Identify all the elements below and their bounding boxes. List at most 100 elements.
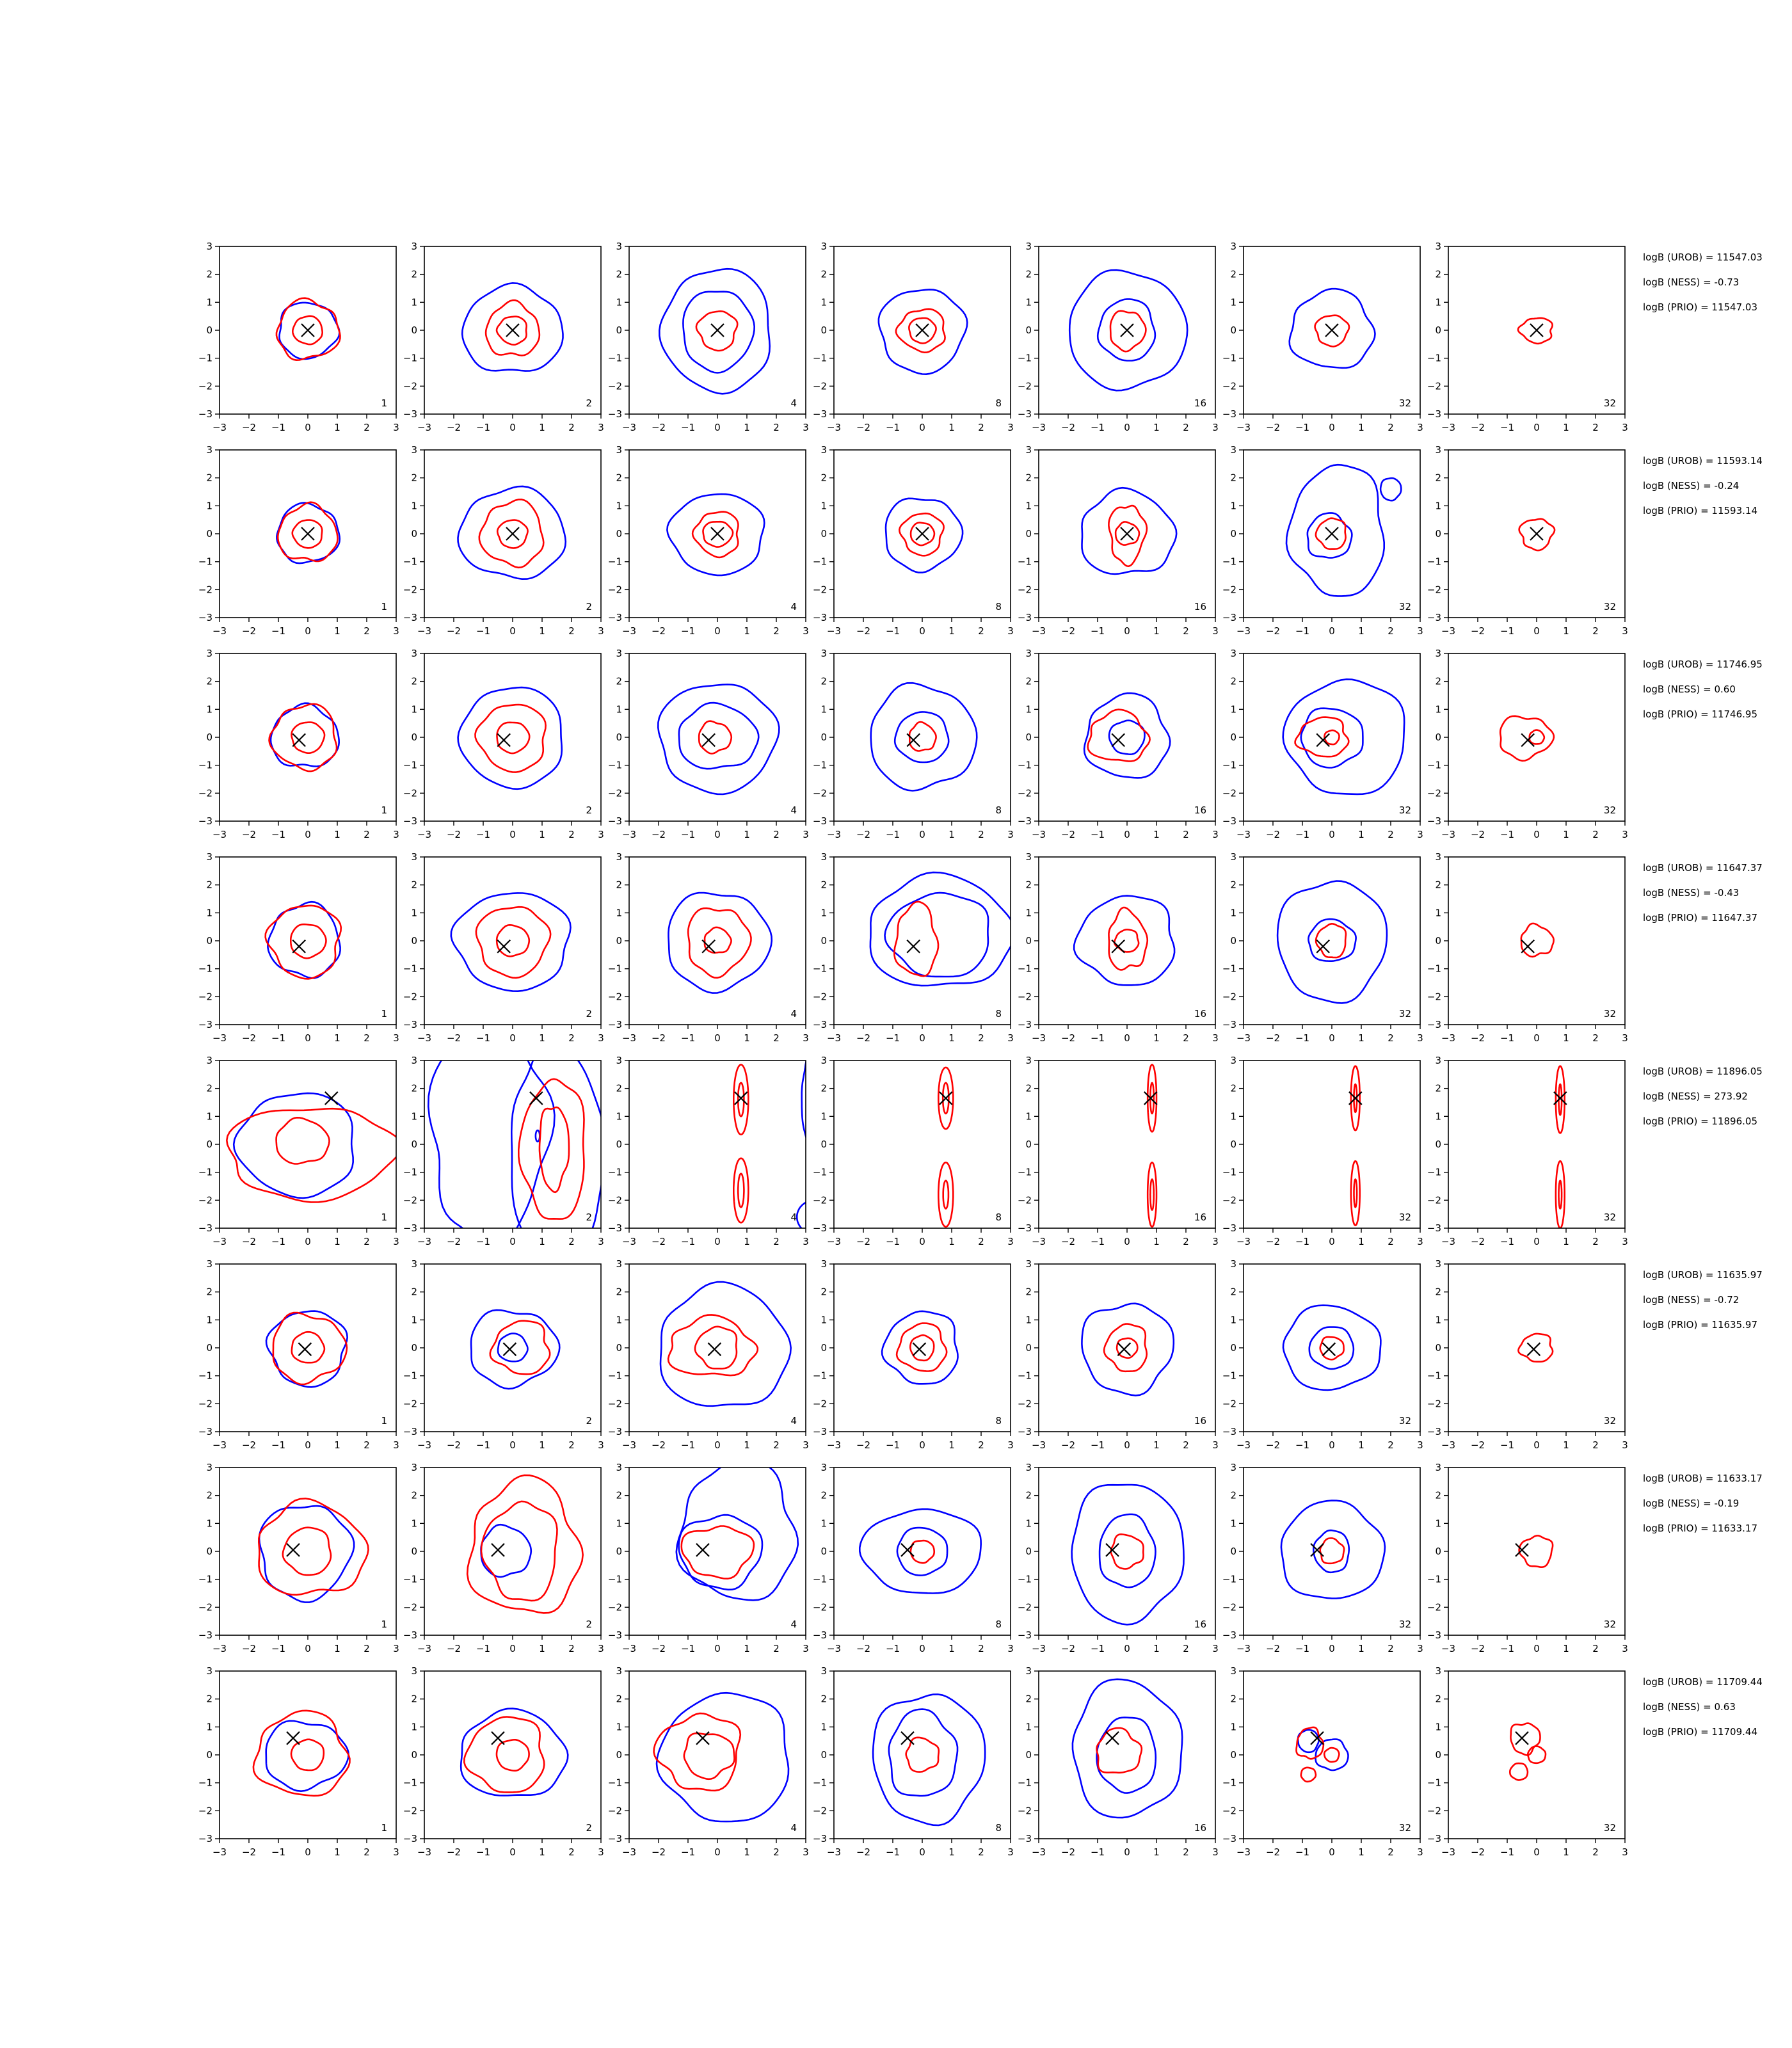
y-tick-label: 2 <box>616 1286 622 1298</box>
contour-red <box>268 703 338 772</box>
contour-red <box>291 519 323 549</box>
y-tick-label: 3 <box>1230 1462 1236 1473</box>
x-tick-label: −3 <box>417 1846 431 1858</box>
x-tick-label: 1 <box>744 1846 750 1858</box>
x-tick-label: 2 <box>773 1032 780 1044</box>
y-tick-label: 0 <box>820 1139 827 1150</box>
panel-label: 32 <box>1604 1415 1616 1427</box>
y-tick-label: 0 <box>1435 324 1441 336</box>
y-tick-label: −1 <box>1018 760 1032 771</box>
y-tick-label: −3 <box>1427 1019 1441 1030</box>
x-tick-label: −3 <box>622 422 636 433</box>
x-tick-label: 3 <box>1007 1846 1014 1858</box>
x-tick-label: 3 <box>393 1846 399 1858</box>
contour-red <box>1108 504 1148 567</box>
y-tick-label: 1 <box>616 703 622 715</box>
y-tick-label: −3 <box>403 1019 417 1030</box>
x-tick-label: 0 <box>1533 829 1540 840</box>
y-tick-label: −2 <box>1222 1194 1236 1206</box>
contour-lines <box>1517 317 1553 345</box>
y-tick-label: −1 <box>608 1574 622 1585</box>
x-tick-label: −2 <box>1266 625 1280 637</box>
panel-label: 2 <box>586 804 592 816</box>
y-tick-label: 0 <box>206 935 212 947</box>
y-tick-label: 2 <box>411 1286 417 1298</box>
y-tick-label: 3 <box>820 444 827 456</box>
contour-red <box>1527 1745 1547 1764</box>
x-tick-label: 2 <box>1592 422 1599 433</box>
y-tick-label: 2 <box>1025 1083 1032 1094</box>
y-tick-label: 3 <box>411 648 417 659</box>
y-tick-label: −1 <box>403 353 417 364</box>
y-tick-label: −2 <box>1427 380 1441 392</box>
x-tick-label: −1 <box>476 829 490 840</box>
contour-red <box>698 720 733 755</box>
x-tick-label: 2 <box>364 1846 370 1858</box>
y-tick-label: 3 <box>1435 1462 1441 1473</box>
y-tick-label: 0 <box>820 528 827 540</box>
contour-lines <box>428 1060 601 1228</box>
contour-blue <box>450 892 572 992</box>
x-tick-label: 0 <box>305 1643 311 1654</box>
true-value-marker <box>912 1342 927 1356</box>
x-tick-label: −2 <box>1471 1236 1485 1247</box>
y-tick-label: 1 <box>820 1110 827 1122</box>
y-tick-label: −2 <box>403 1805 417 1816</box>
x-tick-label: 3 <box>1622 1236 1628 1247</box>
y-tick-label: 3 <box>1435 241 1441 252</box>
x-tick-label: −3 <box>1032 625 1046 637</box>
y-tick-label: 2 <box>1435 472 1441 484</box>
panel-r3-c6: −3 −2 −1 0 1 2 3 −3 −2 −1 0 1 2 3 32 <box>1222 648 1423 840</box>
x-tick-label: 2 <box>568 1439 575 1451</box>
contour-lines <box>275 297 341 361</box>
y-tick-label: 2 <box>820 1083 827 1094</box>
contour-blue <box>1308 1326 1355 1370</box>
x-tick-label: −3 <box>1032 422 1046 433</box>
contour-blue <box>1379 477 1402 502</box>
x-tick-label: 1 <box>1563 625 1569 637</box>
x-tick-label: −1 <box>1500 1236 1514 1247</box>
contour-red <box>1517 317 1553 345</box>
y-tick-label: 2 <box>411 1083 417 1094</box>
panel-r4-c6: −3 −2 −1 0 1 2 3 −3 −2 −1 0 1 2 3 32 <box>1222 851 1423 1044</box>
x-tick-label: −1 <box>681 422 695 433</box>
contour-red <box>496 721 531 755</box>
contour-blue <box>872 1693 986 1827</box>
x-tick-label: 3 <box>1417 422 1423 433</box>
x-tick-label: 2 <box>1388 1643 1394 1654</box>
contour-red <box>1323 1747 1340 1763</box>
y-tick-label: 0 <box>616 1342 622 1354</box>
y-tick-label: 1 <box>1230 703 1236 715</box>
y-tick-label: −1 <box>198 1167 212 1178</box>
contour-lines <box>869 871 1011 987</box>
contour-blue <box>1081 486 1178 575</box>
contour-red <box>1509 1762 1529 1781</box>
panel-r3-c1: −3 −2 −1 0 1 2 3 −3 −2 −1 0 1 2 3 1 <box>198 648 399 840</box>
y-tick-label: −3 <box>198 815 212 827</box>
true-value-marker <box>1348 1091 1363 1105</box>
true-value-marker <box>286 1731 300 1745</box>
x-tick-label: −1 <box>1295 1236 1309 1247</box>
x-tick-label: −2 <box>856 1439 870 1451</box>
y-tick-label: −2 <box>813 584 827 595</box>
x-tick-label: 0 <box>509 1236 516 1247</box>
panel-label: 16 <box>1194 1822 1206 1834</box>
contour-red <box>1146 1064 1158 1133</box>
x-tick-label: −1 <box>1091 422 1105 433</box>
contour-lines <box>252 1709 351 1797</box>
x-tick-label: 2 <box>568 1643 575 1654</box>
contour-red <box>1114 521 1140 546</box>
true-value-marker <box>1120 323 1134 337</box>
contour-red <box>1315 923 1347 959</box>
contour-red <box>1114 929 1140 953</box>
x-tick-label: 0 <box>509 829 516 840</box>
x-tick-label: −3 <box>1441 1643 1455 1654</box>
x-tick-label: −1 <box>476 1643 490 1654</box>
y-tick-label: −1 <box>1427 1370 1441 1382</box>
y-tick-label: 1 <box>411 1721 417 1732</box>
y-tick-label: −1 <box>1222 1777 1236 1789</box>
panel-label: 16 <box>1194 1415 1206 1427</box>
y-tick-label: 0 <box>1025 1546 1032 1557</box>
